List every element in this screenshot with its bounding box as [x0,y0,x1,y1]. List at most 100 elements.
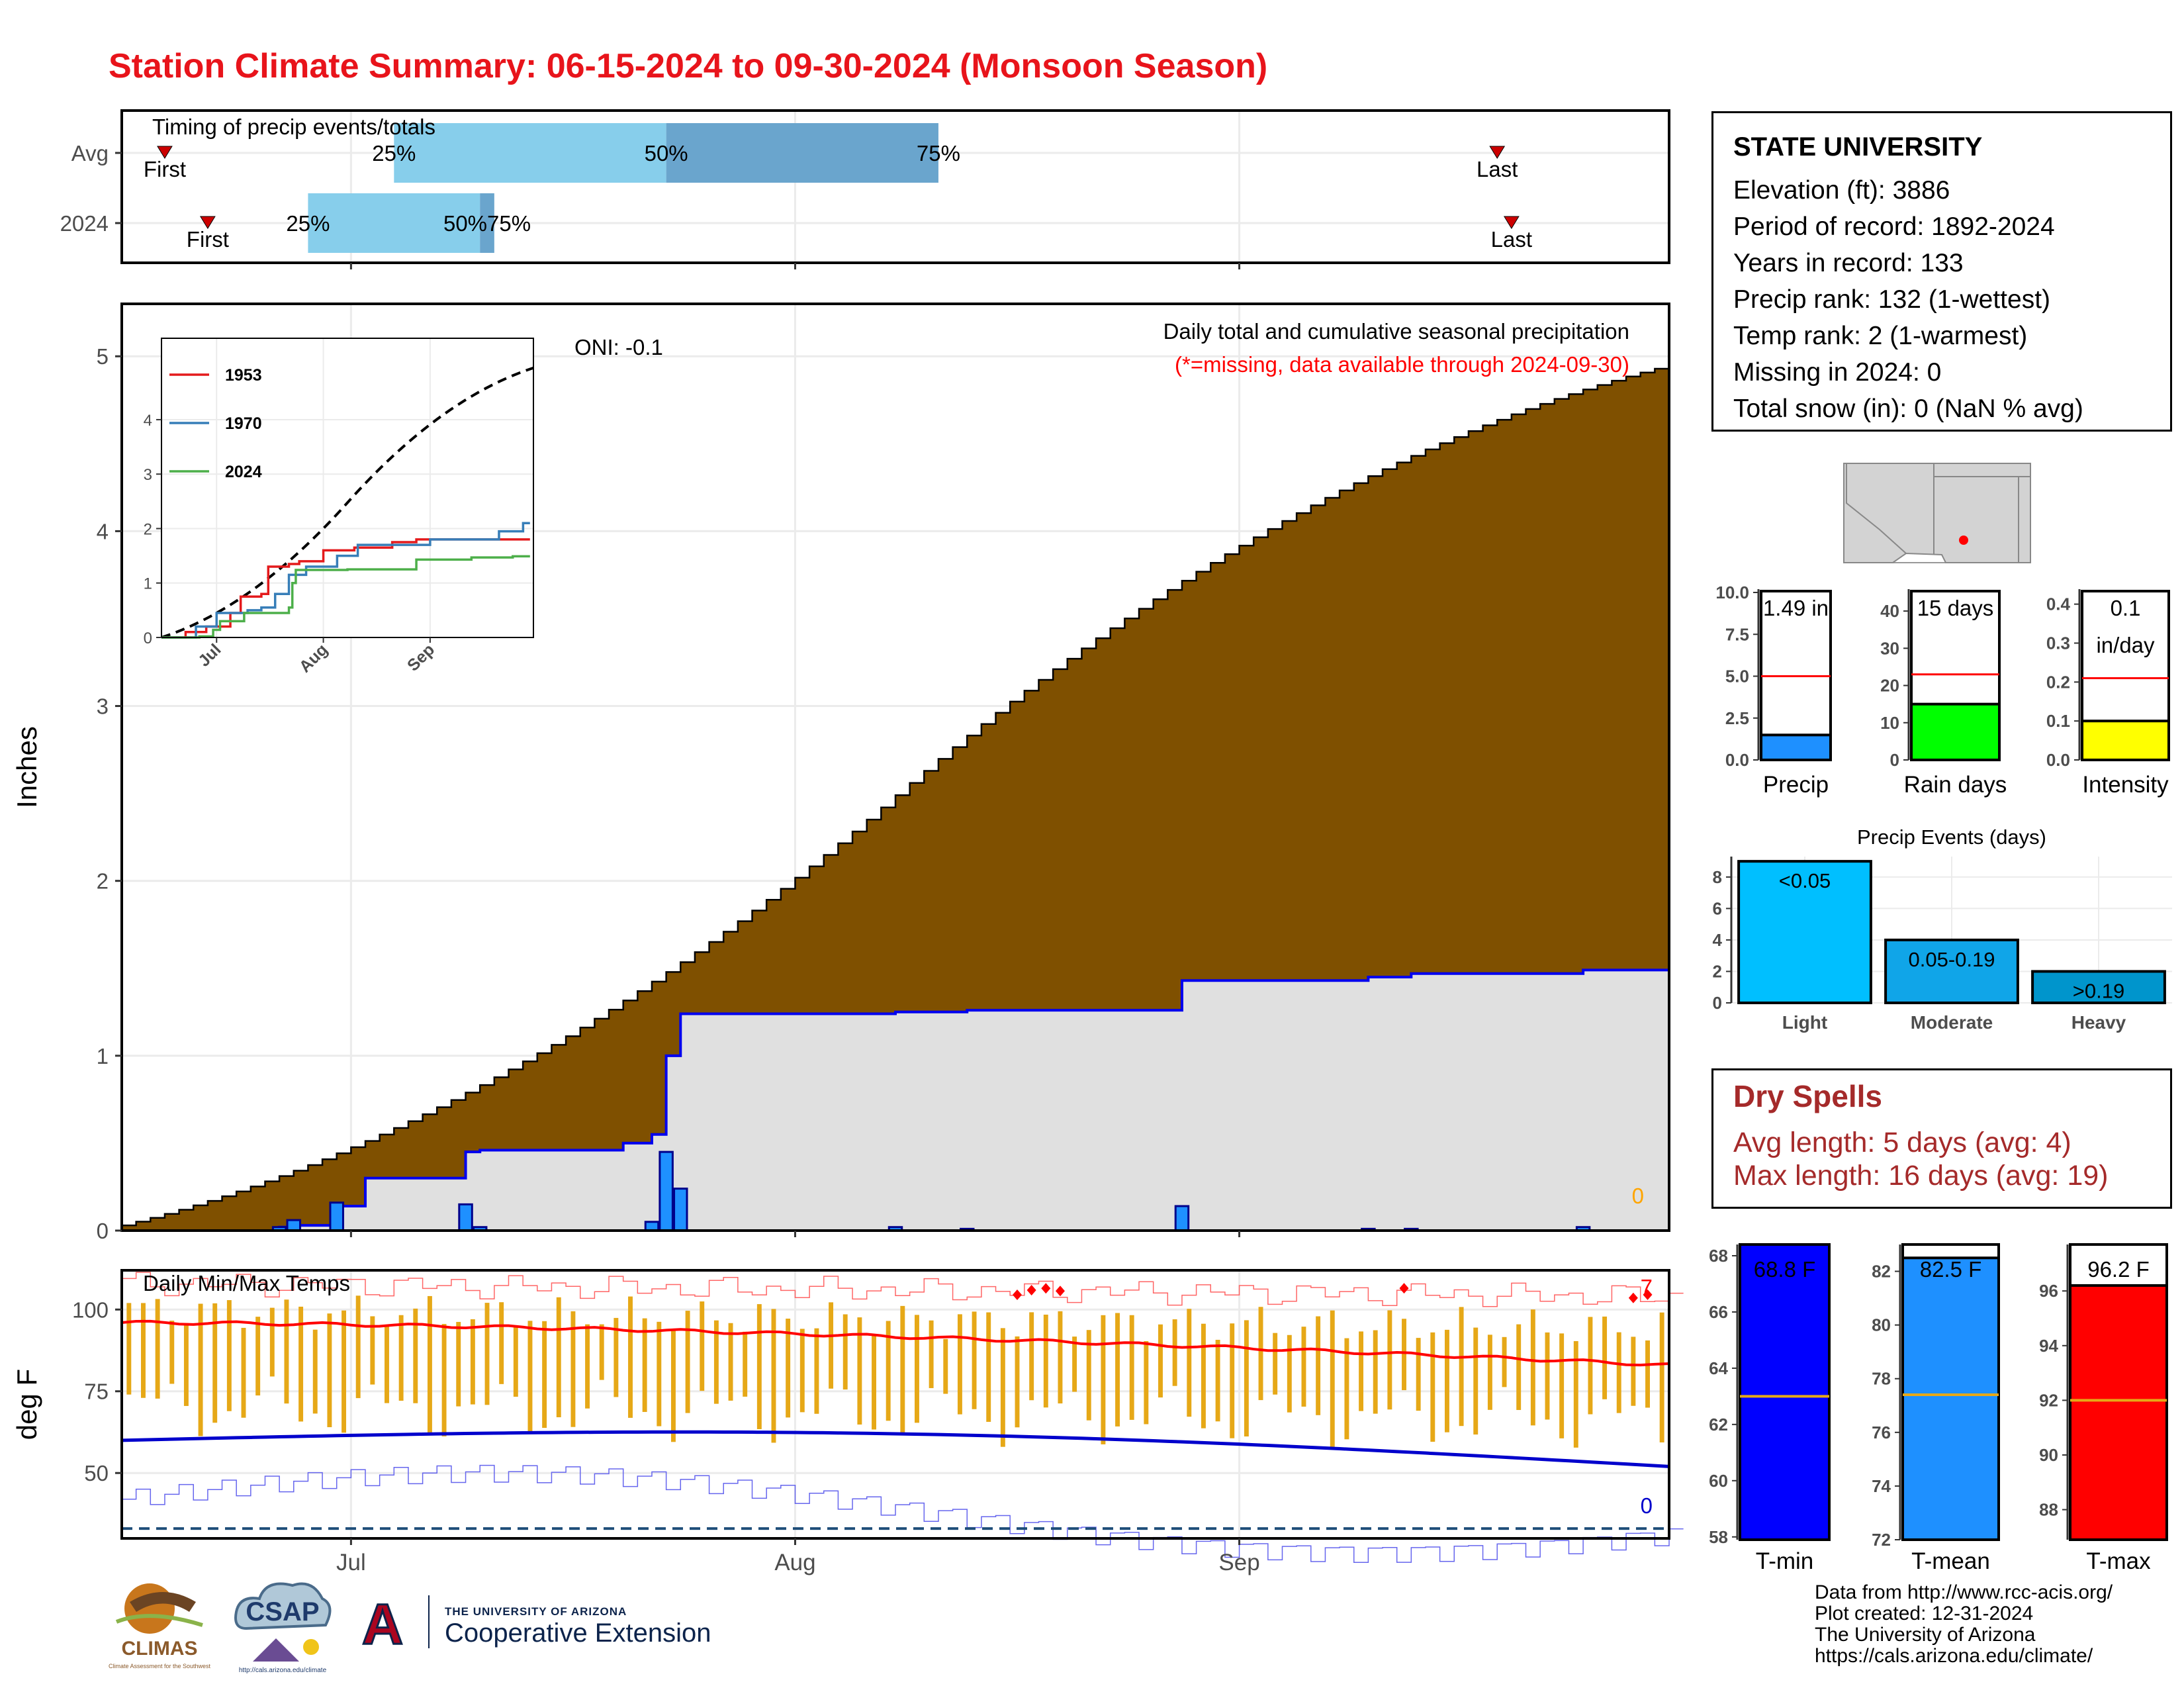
summary-y-tick-label: 0.3 [2046,633,2070,653]
daily-temp-range-bar [1359,1331,1364,1411]
inset-avg-dashed-line [161,366,534,639]
daily-temp-range-bar [499,1302,504,1384]
csap-logo-text: CSAP [246,1597,319,1626]
temps-x-tick-label: Jul [336,1550,366,1575]
temp-summary-y-tick-label: 88 [2039,1500,2058,1520]
temp-summary-y-tick-label: 62 [1709,1415,1728,1434]
daily-temp-range-bar [1316,1316,1321,1415]
percentile-75-label: 75% [917,141,960,165]
summary-y-tick-label: 10.0 [1715,583,1749,602]
events-y-tick-label: 6 [1713,898,1722,918]
station-period: Period of record: 1892-2024 [1733,212,2055,241]
daily-temp-range-bar [1015,1336,1020,1428]
temp-summary-y-tick-label: 78 [1872,1369,1891,1389]
events-category-label: Heavy [2071,1012,2126,1033]
daily-temp-range-bar [670,1329,676,1442]
temp-summary-t-mean: 72 74 76 78 80 82 82.5 F T-mean [1872,1243,2000,1574]
cumulative-2024-area [122,970,1669,1231]
last-event-label: Last [1477,157,1518,181]
timing-bar-25-50 [394,123,666,183]
daily-precip-bar [286,1219,302,1232]
precip-y-axis-label: Inches [11,726,42,808]
precip-events-chart: Precip Events (days) <0.05 Light 0.05-0.19 M… [1713,825,2172,1033]
inset-series-2024 [161,555,530,639]
station-snow: Total snow (in): 0 (NaN % avg) [1733,395,2083,423]
summary-category-label: Rain days [1904,772,2007,798]
daily-temp-range-bar [1187,1309,1192,1417]
temp-summary-y-tick-label: 60 [1709,1471,1728,1491]
daily-temp-range-bar [1588,1317,1593,1415]
daily-temp-range-bar [398,1315,404,1401]
summary-y-tick-label: 0.1 [2046,711,2070,731]
temp-summary-value-label: 96.2 F [2087,1257,2150,1282]
percentile-50-label: 50% [645,141,688,165]
precip-y-tick-label: 0 [97,1219,109,1243]
climas-logo-text: CLIMAS [122,1638,198,1660]
climas-logo: CLIMAS Climate Assessment for the Southw… [109,1583,211,1669]
daily-temp-range-bar [370,1316,375,1385]
station-name: STATE UNIVERSITY [1733,132,1983,162]
events-bar-heavy [2031,970,2166,1005]
daily-temp-range-bar [212,1303,218,1423]
dry-spells-heading: Dry Spells [1733,1079,1882,1113]
inset-y-tick-label: 1 [144,575,152,593]
record-high-line [122,1272,1684,1307]
timing-bar-25-50 [308,193,480,253]
dry-spells-avg: Avg length: 5 days (avg: 4) [1733,1127,2071,1158]
last-event-label: Last [1491,227,1532,252]
summary-value-label: in/day [2096,633,2155,657]
daily-temp-range-bar [255,1317,261,1396]
daily-temp-range-bar [986,1312,991,1422]
daily-temp-range-bar [355,1295,361,1399]
events-y-tick-label: 8 [1713,867,1722,887]
daily-temp-range-bar [269,1307,275,1377]
daily-temp-range-bar [1273,1333,1278,1395]
daily-precip-bar [673,1188,688,1232]
daily-precip-bar [1174,1205,1190,1232]
daily-temp-range-bar [1029,1312,1034,1401]
daily-precip-bar [458,1203,473,1232]
timing-bar-50-75 [480,193,494,253]
temp-summary-y-tick-label: 64 [1709,1358,1728,1378]
daily-temp-range-bar [1172,1319,1177,1386]
daily-temp-range-bar [126,1303,132,1395]
precip-y-tick-label: 4 [97,519,109,543]
temps-x-tick-label: Aug [774,1550,815,1575]
daily-temp-range-bar [972,1311,977,1409]
record-high-marker [1399,1283,1409,1294]
svg-text:http://cals.arizona.edu/climat: http://cals.arizona.edu/climate [239,1667,327,1674]
daily-temp-range-bar [1487,1335,1492,1410]
daily-temp-range-bar [713,1320,719,1404]
station-info-box: STATE UNIVERSITY Elevation (ft): 3886 Pe… [1711,111,2172,432]
daily-temp-range-bar [427,1295,432,1436]
events-y-tick-label: 0 [1713,993,1722,1013]
temp-summary-y-tick-label: 92 [2039,1390,2058,1410]
daily-temp-range-bar [1502,1336,1507,1387]
record-low-line [122,1464,1684,1564]
summary-category-label: Precip [1763,772,1829,798]
daily-temp-range-bar [628,1296,633,1418]
daily-temp-range-bar [929,1320,934,1388]
daily-temp-range-bar [728,1323,733,1401]
summary-intensity: 0.0 0.1 0.2 0.3 0.4 0.1 in/day Intensity [2046,589,2170,798]
daily-temp-range-bar [470,1319,475,1405]
summary-rain-days: 0 10 20 30 40 15 days Rain days [1880,589,2007,798]
timing-row-label: Avg [71,141,109,165]
daily-temp-range-bar [685,1311,690,1413]
inset-y-tick-label: 4 [144,412,152,430]
temp-summary-y-tick-label: 82 [1872,1262,1891,1282]
temps-x-tick-label: Sep [1218,1550,1259,1575]
precip-y-tick-label: 3 [97,694,109,719]
university-of-arizona-logo: A [357,1592,430,1652]
summary-y-tick-label: 0.0 [2046,750,2070,770]
daily-temp-range-bar [1072,1336,1077,1392]
summary-y-tick-label: 2.5 [1725,708,1749,728]
percentile-25-label: 25% [286,211,330,236]
daily-temp-range-bar [1330,1310,1335,1447]
record-high-marker [1013,1289,1023,1300]
precip-y-tick-label: 5 [97,344,109,369]
temps-panel: 50 75 100 Jul Aug Sep deg F Daily Min/Max Temps… [11,1269,1684,1575]
record-low-count: 0 [1641,1493,1653,1518]
